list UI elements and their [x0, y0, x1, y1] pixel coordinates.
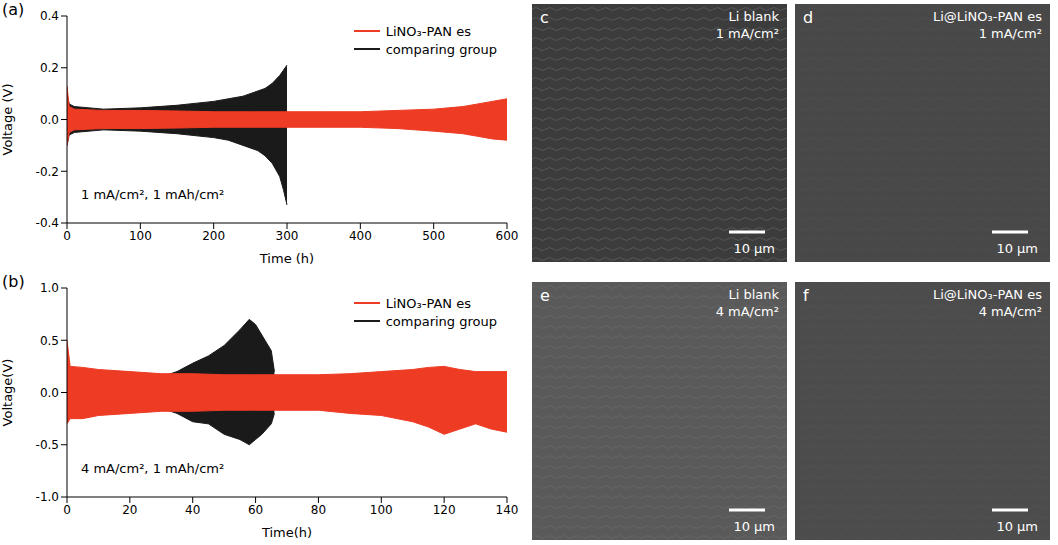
html-text:e: e — [540, 286, 550, 305]
html-text:Li@LiNO₃-PAN es: Li@LiNO₃-PAN es — [932, 287, 1042, 302]
svg-text:0.2: 0.2 — [40, 61, 59, 75]
svg-text:600: 600 — [496, 229, 519, 243]
svg-text:-0.5: -0.5 — [36, 438, 59, 452]
html-text:(a): (a) — [2, 0, 25, 19]
svg-text:400: 400 — [349, 229, 372, 243]
svg-text:-1.0: -1.0 — [36, 490, 59, 504]
html-text:1 mA/cm²: 1 mA/cm² — [715, 26, 779, 41]
svg-text:0.4: 0.4 — [40, 9, 59, 23]
svg-text:200: 200 — [202, 229, 225, 243]
svg-text:500: 500 — [422, 229, 445, 243]
html-text:c: c — [540, 8, 549, 27]
svg-text:-0.2: -0.2 — [36, 165, 59, 179]
html-text:Li@LiNO₃-PAN es: Li@LiNO₃-PAN es — [932, 9, 1042, 24]
svg-text:300: 300 — [276, 229, 299, 243]
svg-text:20: 20 — [122, 503, 137, 517]
svg-text:120: 120 — [433, 503, 456, 517]
svg-text:0.0: 0.0 — [40, 386, 59, 400]
html-text:f: f — [803, 286, 809, 305]
html-text:10 μm: 10 μm — [996, 241, 1038, 256]
html-text:Li blank: Li blank — [728, 287, 779, 302]
html-text:LiNO₃-PAN es: LiNO₃-PAN es — [385, 23, 471, 39]
svg-text:0: 0 — [63, 503, 71, 517]
html-text:4 mA/cm²: 4 mA/cm² — [715, 304, 779, 319]
svg-text:Time(h): Time(h) — [261, 525, 312, 540]
svg-text:Time (h): Time (h) — [259, 251, 314, 266]
svg-text:60: 60 — [248, 503, 263, 517]
html-text:LiNO₃-PAN es: LiNO₃-PAN es — [385, 295, 471, 311]
html-text:10 μm: 10 μm — [733, 241, 775, 256]
html-text:10 μm: 10 μm — [996, 519, 1038, 534]
svg-text:100: 100 — [370, 503, 393, 517]
html-text:4 mA/cm², 1 mAh/cm²: 4 mA/cm², 1 mAh/cm² — [81, 461, 225, 476]
html-text:d: d — [803, 8, 814, 27]
html-text:4 mA/cm²: 4 mA/cm² — [978, 304, 1042, 319]
svg-text:100: 100 — [129, 229, 152, 243]
svg-text:-0.4: -0.4 — [36, 216, 59, 230]
html-text:comparing group: comparing group — [385, 313, 497, 329]
svg-text:0.0: 0.0 — [40, 113, 59, 127]
svg-text:1.0: 1.0 — [40, 281, 59, 295]
svg-text:40: 40 — [185, 503, 200, 517]
html-text:10 μm: 10 μm — [733, 519, 775, 534]
html-text:comparing group: comparing group — [385, 41, 497, 57]
html-text:Li blank: Li blank — [728, 9, 779, 24]
html-text:1 mA/cm², 1 mAh/cm²: 1 mA/cm², 1 mAh/cm² — [81, 187, 225, 202]
svg-text:Voltage(V): Voltage(V) — [0, 359, 15, 427]
svg-text:Voltage (V): Voltage (V) — [0, 84, 15, 156]
svg-text:0.5: 0.5 — [40, 334, 59, 348]
svg-text:80: 80 — [311, 503, 326, 517]
html-text:1 mA/cm²: 1 mA/cm² — [978, 26, 1042, 41]
html-text:(b): (b) — [2, 272, 25, 291]
svg-text:0: 0 — [63, 229, 71, 243]
svg-text:140: 140 — [496, 503, 519, 517]
